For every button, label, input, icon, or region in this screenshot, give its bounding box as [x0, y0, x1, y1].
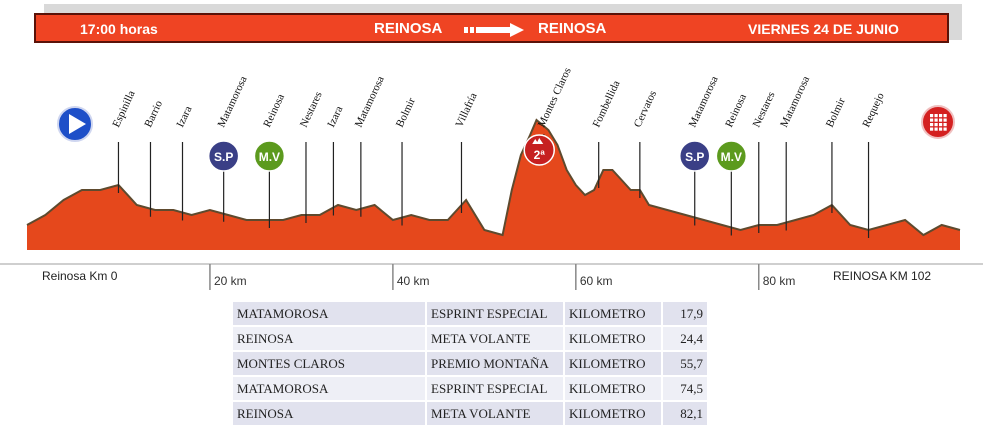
checker-cell [934, 127, 938, 131]
checker-cell [943, 114, 947, 118]
result-unit: KILOMETRO [563, 325, 663, 352]
badge-label: 2ª [534, 148, 546, 162]
result-place: MONTES CLAROS [231, 350, 427, 377]
place-label: Nestares [751, 90, 778, 129]
result-km: 17,9 [661, 300, 709, 327]
result-km: 55,7 [661, 350, 709, 377]
place-label: Izara [325, 104, 345, 129]
km-tick-label: 80 km [763, 274, 796, 288]
start-time: 17:00 horas [80, 21, 158, 37]
place-label: Bolmir [394, 96, 418, 130]
result-unit: KILOMETRO [563, 300, 663, 327]
finish-icon-circle [921, 105, 955, 139]
badge-circle [715, 140, 748, 172]
checker-cell [930, 123, 934, 127]
stage-profile-chart: 20 km 40 km 60 km 80 km Reinosa Km 0 REINOSA … [0, 66, 983, 290]
place-label: Matamorosa [778, 74, 812, 129]
checker-cell [939, 127, 943, 131]
profile-baseline [0, 263, 983, 265]
play-icon-arrow [69, 114, 86, 134]
checker-cell [939, 118, 943, 122]
sprint-badge: S.P [207, 140, 240, 172]
checker-cell [934, 118, 938, 122]
finish-town: REINOSA [538, 20, 607, 37]
checker-cell [943, 123, 947, 127]
place-label: Reinosa [723, 92, 749, 129]
result-type: ESPRINT ESPECIAL [425, 375, 565, 402]
place-label: Reinosa [261, 92, 287, 129]
checker-cell [934, 123, 938, 127]
badge-label: M.V [721, 150, 742, 164]
result-unit: KILOMETRO [563, 400, 663, 427]
checker-cell [939, 123, 943, 127]
result-place: MATAMOROSA [231, 375, 427, 402]
result-place: REINOSA [231, 325, 427, 352]
table-row: REINOSA META VOLANTE KILOMETRO 24,4 [231, 325, 709, 352]
badge-label: S.P [685, 150, 704, 164]
result-km: 24,4 [661, 325, 709, 352]
result-place: REINOSA [231, 400, 427, 427]
start-town: REINOSA [374, 20, 443, 37]
result-type: PREMIO MONTAÑA [425, 350, 565, 377]
table-row: MATAMOROSA ESPRINT ESPECIAL KILOMETRO 17,9 [231, 300, 709, 327]
place-label: Barrio [142, 98, 165, 129]
finish-label: REINOSA KM 102 [833, 269, 931, 283]
profile-line [26, 118, 961, 237]
result-type: META VOLANTE [425, 325, 565, 352]
start-label: Reinosa Km 0 [42, 269, 118, 283]
place-label: Matamorosa [353, 74, 387, 129]
km-tick-label: 20 km [214, 274, 247, 288]
place-label: Montes Claros [536, 66, 574, 130]
place-label: Izara [174, 104, 194, 129]
place-label: Cervatos [632, 89, 659, 130]
badge-label: M.V [259, 150, 280, 164]
badge-label: S.P [214, 150, 233, 164]
badge-circle [678, 140, 711, 172]
badge-circle [523, 134, 555, 166]
table-row: MONTES CLAROS PREMIO MONTAÑA KILOMETRO 55,7 [231, 350, 709, 377]
place-label: Bolmir [824, 96, 848, 130]
place-label: Villafría [453, 91, 479, 129]
table-row: MATAMOROSA ESPRINT ESPECIAL KILOMETRO 74,5 [231, 375, 709, 402]
sprint-badge: S.P [678, 140, 711, 172]
result-km: 82,1 [661, 400, 709, 427]
flying_goal-badge: M.V [253, 140, 286, 172]
checker-cell [943, 118, 947, 122]
badge-circle [207, 140, 240, 172]
place-label: Nestares [298, 90, 325, 129]
results-table: MATAMOROSA ESPRINT ESPECIAL KILOMETRO 17,9 R… [231, 300, 709, 427]
place-label: Requejo [860, 91, 887, 130]
checker-cell [930, 118, 934, 122]
result-unit: KILOMETRO [563, 350, 663, 377]
place-label: Matamorosa [216, 74, 250, 129]
profile-area [27, 120, 960, 250]
checkered-flag-icon [921, 105, 955, 139]
result-place: MATAMOROSA [231, 300, 427, 327]
place-label: Matamorosa [687, 74, 721, 129]
stage-header: 17:00 horas REINOSA REINOSA VIERNES 24 D… [34, 13, 949, 43]
checker-cell [930, 127, 934, 131]
place-label: Fombellida [591, 79, 623, 130]
arrow-right-icon [464, 23, 524, 37]
table-row: REINOSA META VOLANTE KILOMETRO 82,1 [231, 400, 709, 427]
km-tick-label: 40 km [397, 274, 430, 288]
flying_goal-badge: M.V [715, 140, 748, 172]
mountain-icon [532, 138, 544, 144]
checker-cell [939, 114, 943, 118]
result-type: META VOLANTE [425, 400, 565, 427]
checker-cell [943, 127, 947, 131]
checker-cell [930, 114, 934, 118]
badge-circle [253, 140, 286, 172]
place-label: Espinilla [110, 89, 137, 130]
km-tick-label: 60 km [580, 274, 613, 288]
result-km: 74,5 [661, 375, 709, 402]
mountain-badge: 2ª [523, 134, 555, 166]
checker-cell [934, 114, 938, 118]
stage-date: VIERNES 24 DE JUNIO [748, 21, 899, 37]
result-type: ESPRINT ESPECIAL [425, 300, 565, 327]
result-unit: KILOMETRO [563, 375, 663, 402]
